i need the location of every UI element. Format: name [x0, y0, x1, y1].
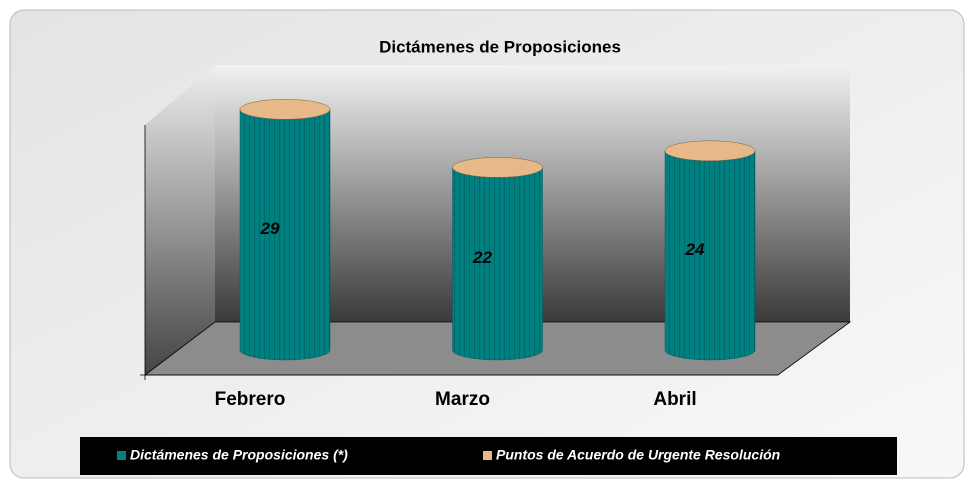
- bar-cap: [664, 140, 756, 162]
- side-wall: [145, 65, 215, 375]
- chart-title: Dictámenes de Proposiciones: [379, 37, 621, 56]
- x-tick-label: Abril: [653, 389, 696, 410]
- data-label: 24: [685, 240, 705, 259]
- x-tick-label: Febrero: [215, 389, 286, 410]
- bar-texture: [665, 150, 755, 360]
- bar-texture: [452, 167, 543, 360]
- data-label: 29: [260, 219, 280, 238]
- legend-label: Dictámenes de Proposiciones (*): [130, 447, 348, 463]
- data-label: 22: [472, 248, 492, 267]
- bar-cap: [239, 99, 331, 120]
- bar-texture: [240, 109, 330, 360]
- legend-swatch: [117, 451, 126, 460]
- x-tick-label: Marzo: [435, 389, 490, 410]
- legend-swatch: [483, 451, 492, 460]
- bar-cap: [452, 157, 543, 178]
- legend-label: Puntos de Acuerdo de Urgente Resolución: [496, 447, 780, 463]
